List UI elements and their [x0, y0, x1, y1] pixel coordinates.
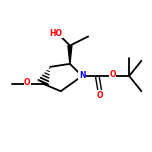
Text: N: N — [79, 71, 85, 81]
Text: O: O — [97, 90, 104, 100]
Text: HO: HO — [50, 29, 63, 38]
Text: O: O — [109, 70, 116, 79]
Text: O: O — [24, 78, 31, 87]
Polygon shape — [68, 46, 72, 64]
